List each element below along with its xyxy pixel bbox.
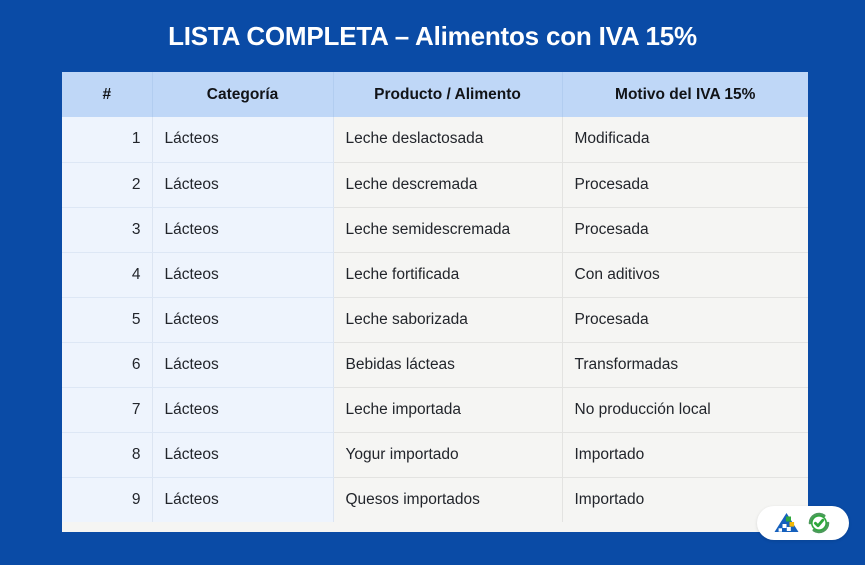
- column-header-number: #: [62, 72, 153, 117]
- table-row: 6 Lácteos Bebidas lácteas Transformadas: [62, 342, 808, 388]
- cell-number: 1: [62, 117, 153, 163]
- food-iva-table: # Categoría Producto / Alimento Motivo d…: [62, 72, 808, 522]
- cell-number: 6: [62, 342, 153, 388]
- cell-reason: Modificada: [562, 117, 808, 163]
- cell-reason: Transformadas: [562, 342, 808, 388]
- cell-product: Bebidas lácteas: [333, 342, 563, 388]
- column-header-reason: Motivo del IVA 15%: [562, 72, 808, 117]
- cell-product: Leche semidescremada: [333, 207, 563, 253]
- cell-number: 8: [62, 432, 153, 478]
- table-row: 5 Lácteos Leche saborizada Procesada: [62, 297, 808, 343]
- cell-category: Lácteos: [152, 117, 334, 163]
- cell-product: Leche deslactosada: [333, 117, 563, 163]
- cell-number: 2: [62, 162, 153, 208]
- cell-category: Lácteos: [152, 162, 334, 208]
- table-row: 4 Lácteos Leche fortificada Con aditivos: [62, 252, 808, 298]
- cell-number: 9: [62, 477, 153, 522]
- table-row: 8 Lácteos Yogur importado Importado: [62, 432, 808, 478]
- cell-reason: Procesada: [562, 162, 808, 208]
- cell-category: Lácteos: [152, 387, 334, 433]
- cell-reason: No producción local: [562, 387, 808, 433]
- watermark-badge: [757, 506, 849, 540]
- cell-reason: Procesada: [562, 297, 808, 343]
- cell-number: 4: [62, 252, 153, 298]
- cell-product: Yogur importado: [333, 432, 563, 478]
- cell-product: Leche saborizada: [333, 297, 563, 343]
- cell-reason: Importado: [562, 432, 808, 478]
- sync-check-icon: [805, 510, 833, 536]
- cell-number: 7: [62, 387, 153, 433]
- column-header-category: Categoría: [152, 72, 334, 117]
- table-header: # Categoría Producto / Alimento Motivo d…: [62, 72, 808, 117]
- cell-category: Lácteos: [152, 207, 334, 253]
- cell-number: 3: [62, 207, 153, 253]
- cell-product: Leche fortificada: [333, 252, 563, 298]
- cell-product: Quesos importados: [333, 477, 563, 522]
- cell-reason: Con aditivos: [562, 252, 808, 298]
- cell-reason: Importado: [562, 477, 808, 522]
- page-title: LISTA COMPLETA – Alimentos con IVA 15%: [168, 21, 697, 51]
- table-row: 3 Lácteos Leche semidescremada Procesada: [62, 207, 808, 253]
- table-body: 1 Lácteos Leche deslactosada Modificada …: [62, 117, 808, 522]
- cell-category: Lácteos: [152, 252, 334, 298]
- cell-number: 5: [62, 297, 153, 343]
- cell-reason: Procesada: [562, 207, 808, 253]
- cell-category: Lácteos: [152, 432, 334, 478]
- table-row: 2 Lácteos Leche descremada Procesada: [62, 162, 808, 208]
- cell-category: Lácteos: [152, 477, 334, 522]
- column-header-product: Producto / Alimento: [333, 72, 563, 117]
- pyramid-chart-icon: [773, 511, 801, 535]
- table-row: 1 Lácteos Leche deslactosada Modificada: [62, 117, 808, 163]
- table-header-row: # Categoría Producto / Alimento Motivo d…: [62, 72, 808, 117]
- table-row: 7 Lácteos Leche importada No producción …: [62, 387, 808, 433]
- cell-product: Leche importada: [333, 387, 563, 433]
- cell-category: Lácteos: [152, 342, 334, 388]
- cell-product: Leche descremada: [333, 162, 563, 208]
- cell-category: Lácteos: [152, 297, 334, 343]
- table-row: 9 Lácteos Quesos importados Importado: [62, 477, 808, 522]
- food-iva-table-container: # Categoría Producto / Alimento Motivo d…: [62, 72, 808, 532]
